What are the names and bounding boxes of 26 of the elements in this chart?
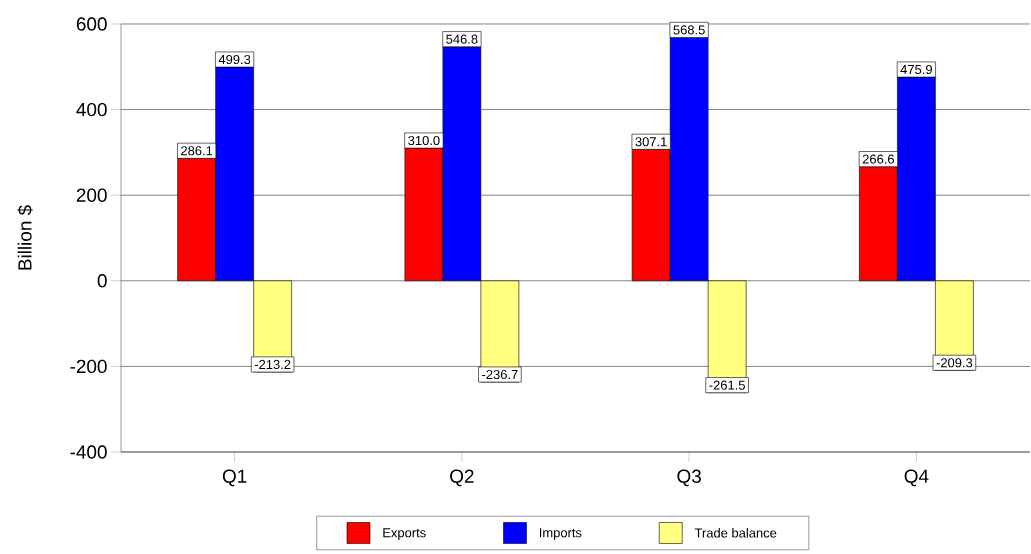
legend-label: Trade balance bbox=[694, 528, 777, 538]
y-tick-label: -200 bbox=[70, 359, 107, 374]
y-tick-label: -400 bbox=[70, 445, 107, 459]
x-tick-label: Q4 bbox=[904, 469, 929, 487]
legend-label: Exports bbox=[383, 528, 426, 540]
data-label: -209.3 bbox=[936, 358, 973, 368]
y-axis-title: Billion $ bbox=[17, 205, 33, 270]
data-label: 286.1 bbox=[181, 146, 213, 156]
data-label: -261.5 bbox=[709, 380, 745, 390]
data-label: 307.1 bbox=[635, 137, 667, 147]
y-tick-label: 600 bbox=[76, 17, 107, 31]
x-tick-label: Q1 bbox=[222, 469, 247, 487]
y-tick-label: 0 bbox=[97, 274, 107, 288]
data-label: 266.6 bbox=[862, 154, 895, 164]
y-tick-label: 200 bbox=[76, 188, 107, 202]
data-label: 568.5 bbox=[673, 25, 705, 35]
data-label: 499.3 bbox=[218, 54, 251, 65]
data-label: 475.9 bbox=[900, 64, 932, 75]
data-label: 310.0 bbox=[408, 135, 440, 146]
y-tick-label: 400 bbox=[76, 102, 107, 117]
x-tick-label: Q3 bbox=[677, 469, 701, 487]
data-label: -213.2 bbox=[254, 359, 291, 370]
legend-label: Imports bbox=[539, 528, 582, 540]
x-tick-label: Q2 bbox=[450, 469, 474, 487]
data-label: -236.7 bbox=[482, 369, 518, 380]
data-label: 546.8 bbox=[446, 34, 478, 44]
